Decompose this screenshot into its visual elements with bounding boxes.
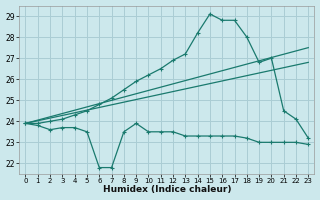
X-axis label: Humidex (Indice chaleur): Humidex (Indice chaleur): [103, 185, 231, 194]
